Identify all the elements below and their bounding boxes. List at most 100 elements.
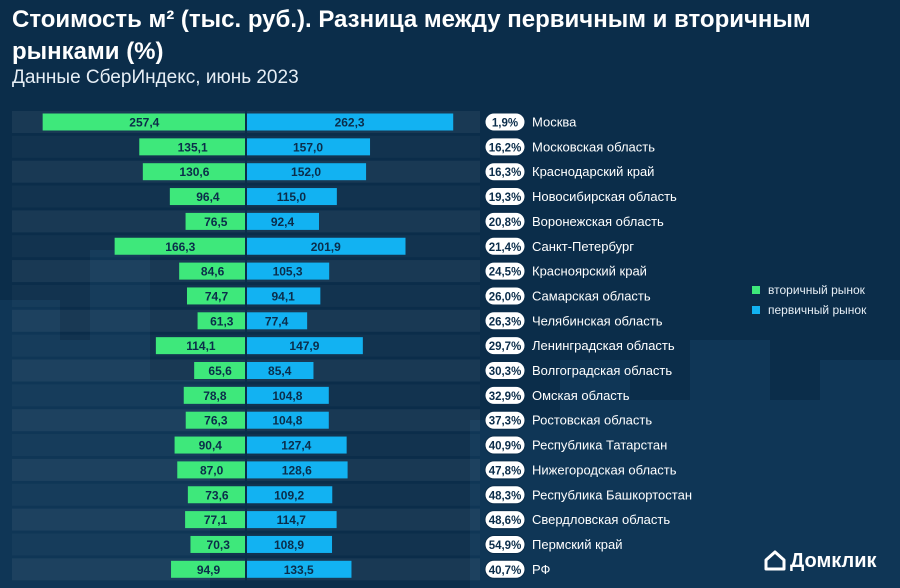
brand-logo: Домклик [764,548,894,574]
bar-primary [246,237,406,255]
value-label-primary: 104,8 [272,414,302,428]
value-label-primary: 94,1 [271,289,295,303]
value-label-primary: 128,6 [282,463,312,477]
region-label: Санкт-Петербург [532,239,634,254]
value-label-primary: 108,9 [274,538,304,552]
bar-secondary [177,461,246,479]
difference-label: 48,6% [489,515,522,527]
difference-label: 16,3% [489,167,522,179]
region-label: Челябинская область [532,313,663,328]
bar-secondary [179,262,246,280]
bar-secondary [185,511,246,529]
value-label-secondary: 87,0 [200,463,224,477]
value-label-secondary: 84,6 [201,265,225,279]
value-label-primary: 77,4 [265,314,289,328]
bar-secondary [174,436,246,454]
value-label-secondary: 70,3 [207,538,231,552]
bar-secondary [183,386,246,404]
value-label-primary: 147,9 [289,339,319,353]
bar-primary [246,212,319,230]
region-label: Московская область [532,139,655,154]
value-label-secondary: 61,3 [210,314,234,328]
difference-label: 19,3% [489,192,522,204]
difference-label: 32,9% [489,391,522,403]
difference-label: 24,5% [489,267,522,279]
bar-primary [246,411,329,429]
legend-item-primary: первичный рынок [752,300,866,320]
region-label: Москва [532,115,577,130]
value-label-secondary: 76,5 [204,215,228,229]
bar-secondary [171,560,246,578]
region-label: Ленинградская область [532,338,675,353]
bar-secondary [185,411,246,429]
bar-primary [246,138,371,156]
difference-badge [484,534,526,554]
bar-secondary [139,138,246,156]
difference-label: 40,7% [489,565,522,577]
bar-secondary [155,337,246,355]
region-label: Омская область [532,388,630,403]
difference-badge [484,137,526,157]
legend-item-secondary: вторичный рынок [752,280,866,300]
bar-primary [246,163,367,181]
difference-label: 48,3% [489,490,522,502]
difference-badge [484,361,526,380]
value-label-primary: 105,3 [273,265,303,279]
difference-badge [484,112,526,132]
region-label: Нижегородская область [532,462,677,477]
bar-secondary [142,163,246,181]
region-label: Воронежская область [532,214,664,229]
value-label-primary: 157,0 [293,140,323,154]
difference-label: 16,2% [489,142,522,154]
region-label: Волгоградская область [532,363,672,378]
bar-secondary [187,486,246,504]
value-label-secondary: 114,1 [186,339,216,353]
bar-primary [246,386,329,404]
value-label-primary: 152,0 [291,165,321,179]
region-label: РФ [532,562,551,577]
difference-badge [484,236,526,256]
bar-secondary [185,212,246,230]
difference-label: 47,8% [489,465,522,477]
bar-secondary [169,188,246,206]
bar-primary [246,461,348,479]
difference-badge [484,336,526,356]
difference-badge [484,311,526,331]
value-label-secondary: 76,3 [204,414,228,428]
bar-primary [246,436,347,454]
difference-badge [484,385,526,405]
value-label-secondary: 130,6 [179,165,209,179]
difference-label: 21,4% [489,242,522,254]
difference-badge [484,211,526,231]
bar-secondary [194,362,246,379]
difference-label: 26,3% [489,316,522,328]
difference-badge [484,435,526,455]
difference-badge [484,187,526,207]
value-label-secondary: 74,7 [205,289,229,303]
difference-label: 29,7% [489,341,522,353]
region-label: Пермский край [532,537,622,552]
difference-badge [484,162,526,182]
value-label-secondary: 77,1 [204,513,228,527]
difference-badge [484,460,526,480]
value-label-primary: 92,4 [271,215,295,229]
bar-primary [246,362,314,379]
value-label-secondary: 65,6 [208,364,232,378]
value-label-primary: 109,2 [274,488,304,502]
difference-badge [484,510,526,530]
difference-label: 20,8% [489,217,522,229]
chart-subtitle: Данные СберИндекс, июнь 2023 [12,67,299,88]
value-label-primary: 104,8 [272,389,302,403]
bar-primary [246,486,333,504]
value-label-primary: 201,9 [311,240,341,254]
difference-badge [484,261,526,281]
value-label-primary: 262,3 [335,116,365,130]
region-label: Республика Башкортостан [532,487,692,502]
chart-title: Стоимость м² (тыс. руб.). Разница между … [12,6,811,65]
bar-secondary [114,237,246,255]
difference-label: 37,3% [489,416,522,428]
bar-primary [246,535,333,553]
region-label: Краснодарский край [532,164,654,179]
bar-primary [246,560,352,578]
